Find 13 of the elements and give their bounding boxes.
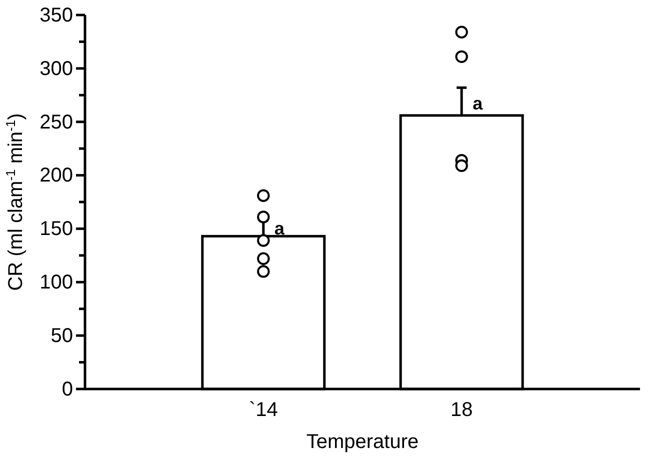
y-tick-label: 150: [40, 218, 73, 240]
y-tick-label: 250: [40, 111, 73, 134]
y-tick-label: 200: [40, 164, 73, 187]
y-tick-label: 50: [50, 324, 73, 347]
x-axis-title: Temperature: [306, 431, 419, 453]
x-tick-label: `14: [248, 399, 278, 421]
annotation: a: [472, 94, 484, 114]
y-tick-label: 0: [62, 378, 73, 400]
annotation: a: [274, 218, 286, 239]
x-tick-label: 18: [450, 399, 473, 421]
y-tick-label: 350: [40, 4, 73, 26]
y-tick-label: 100: [40, 272, 73, 294]
y-tick-label: 300: [40, 58, 73, 80]
